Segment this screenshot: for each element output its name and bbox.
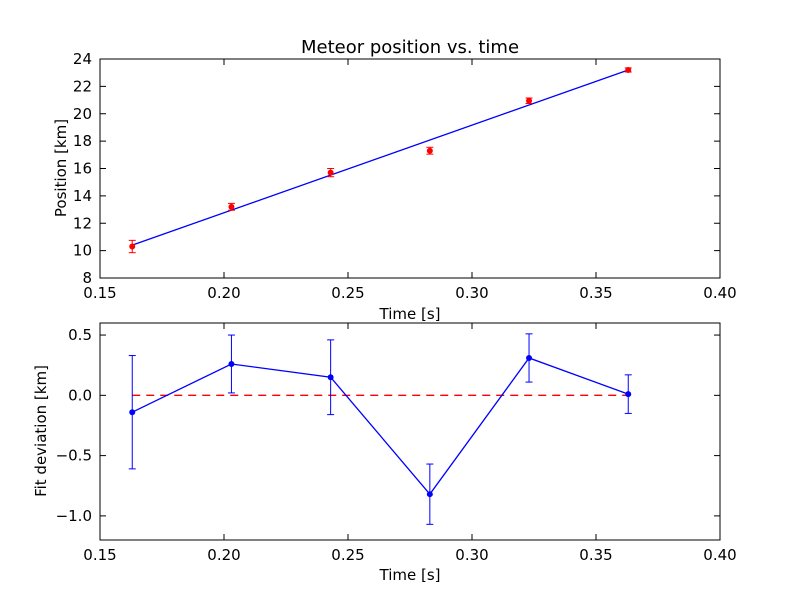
deviation-plot: Time [s] Fit deviation [km] 0.15 0.20 0.25… bbox=[32, 322, 737, 584]
x-tick-label: 0.25 bbox=[331, 546, 364, 564]
y-tick-label: 14 bbox=[73, 187, 92, 205]
data-point bbox=[526, 97, 533, 104]
data-point bbox=[327, 374, 334, 381]
y-tick-label: 0.5 bbox=[68, 326, 92, 344]
y-tick-label: 8 bbox=[82, 269, 92, 287]
y-tick-label: 12 bbox=[73, 214, 92, 232]
x-tick-label: 0.15 bbox=[83, 546, 116, 564]
x-axis-label: Time [s] bbox=[379, 566, 441, 584]
deviation-line bbox=[131, 357, 629, 496]
data-point bbox=[625, 391, 632, 398]
y-tick-label: 18 bbox=[73, 132, 92, 150]
y-tick-label: 16 bbox=[73, 160, 92, 178]
data-point bbox=[228, 203, 235, 210]
plot-frame bbox=[99, 58, 721, 279]
x-tick-label: 0.30 bbox=[455, 546, 488, 564]
data-point bbox=[426, 491, 433, 498]
x-tick-label: 0.20 bbox=[207, 284, 240, 302]
data-point bbox=[327, 169, 334, 176]
data-point bbox=[426, 147, 433, 154]
x-tick-label: 0.30 bbox=[455, 284, 488, 302]
data-point bbox=[625, 66, 632, 73]
y-tick-label: −1.0 bbox=[56, 507, 92, 525]
data-point bbox=[526, 354, 533, 361]
plot-frame bbox=[99, 322, 721, 541]
x-tick-label: 0.35 bbox=[579, 284, 612, 302]
y-axis-label: Fit deviation [km] bbox=[32, 365, 50, 497]
deviation-plot-marks: 0.15 0.20 0.25 0.30 0.35 0.40 −1.0 −0.5 0.0 0.5 bbox=[56, 323, 737, 564]
x-tick-label: 0.25 bbox=[331, 284, 364, 302]
y-tick-label: 20 bbox=[73, 105, 92, 123]
position-plot: Meteor position vs. time Time [s] Positi… bbox=[52, 37, 737, 323]
fit-line bbox=[132, 69, 629, 246]
y-tick-label: 24 bbox=[73, 50, 92, 68]
data-point bbox=[129, 243, 136, 250]
y-tick-label: 0.0 bbox=[68, 386, 92, 404]
x-axis-label: Time [s] bbox=[379, 305, 441, 323]
plot-title: Meteor position vs. time bbox=[301, 37, 519, 58]
x-tick-label: 0.40 bbox=[703, 284, 736, 302]
y-tick-label: −0.5 bbox=[56, 447, 92, 465]
y-tick-label: 22 bbox=[73, 77, 92, 95]
x-tick-label: 0.40 bbox=[703, 546, 736, 564]
y-axis-label: Position [km] bbox=[52, 119, 70, 217]
y-tick-label: 10 bbox=[73, 242, 92, 260]
x-tick-label: 0.35 bbox=[579, 546, 612, 564]
data-point bbox=[228, 360, 235, 367]
position-plot-marks: 0.15 0.20 0.25 0.30 0.35 0.40 8 10 12 14 16 18 20 22 2… bbox=[73, 50, 737, 302]
x-tick-label: 0.20 bbox=[207, 546, 240, 564]
data-point bbox=[129, 409, 136, 416]
x-tick-label: 0.15 bbox=[83, 284, 116, 302]
